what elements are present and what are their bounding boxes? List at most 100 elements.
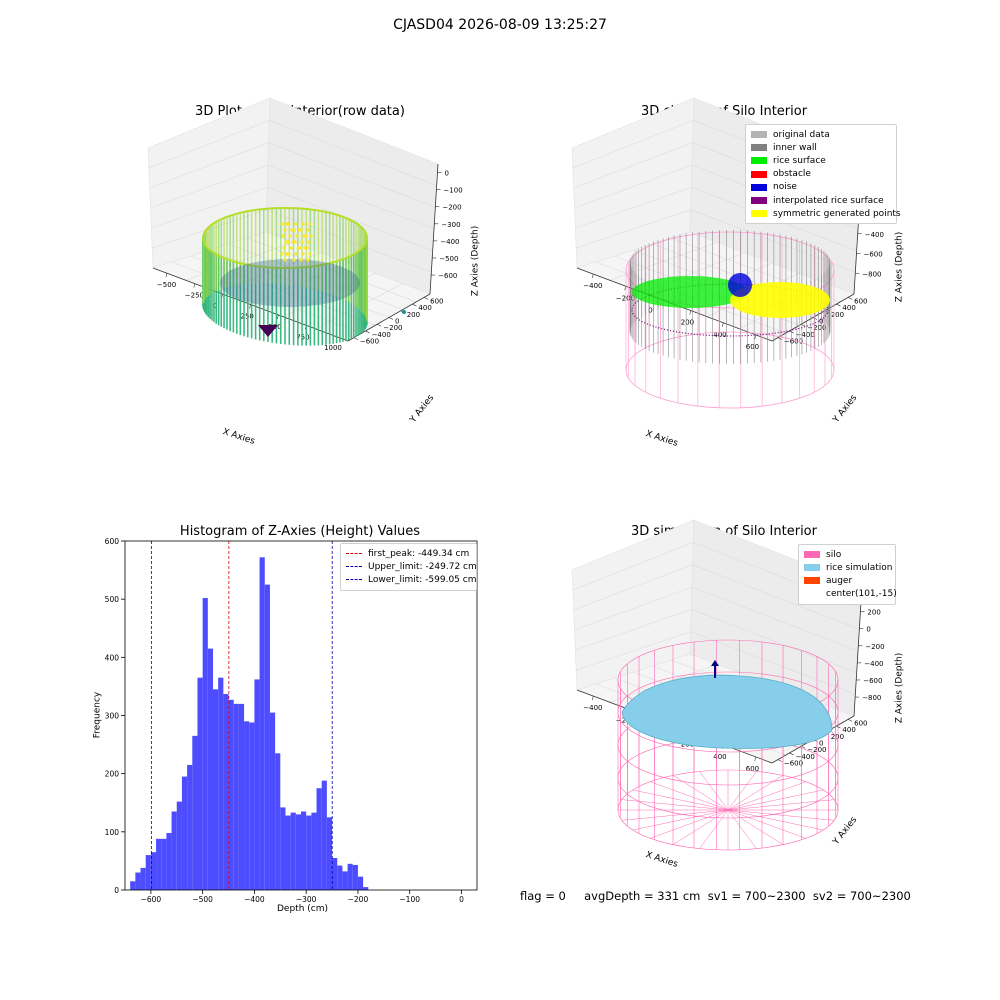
plot1-ztick-label: −200 — [442, 204, 461, 212]
plot4-floor-spoke — [672, 809, 729, 845]
plot4-grid — [690, 631, 856, 695]
hist-legend-item: first_peak: -449.34 cm — [346, 547, 471, 560]
plot4-ytick-label: 400 — [842, 726, 855, 734]
plot1-cone — [258, 325, 278, 337]
plot2-silo-top — [625, 231, 835, 309]
hist-bar — [207, 648, 213, 890]
plot4-floor-spoke — [727, 809, 784, 845]
plot2-grid — [572, 120, 694, 169]
plot2-symmetric-points — [730, 282, 830, 318]
plot4-floor-spoke — [621, 799, 729, 811]
plot2-legend-swatch — [751, 131, 767, 139]
plot2-ytick — [848, 297, 853, 300]
plot1-zaxis — [429, 163, 439, 295]
plot1-ytick — [424, 297, 429, 300]
plot4-floor-spoke — [699, 771, 729, 811]
hist-bar — [357, 876, 364, 890]
plot2-xtick-label: −200 — [616, 294, 635, 302]
plot4-grid — [691, 586, 859, 652]
plot4-grid — [692, 564, 860, 630]
plot4-ytick-label: −600 — [784, 760, 803, 768]
plot2-legend-label: inner wall — [773, 142, 817, 153]
hist-bar — [135, 872, 141, 890]
plot4-ytick — [777, 759, 782, 762]
plot1-yellow-point — [299, 258, 303, 262]
hist-bar — [156, 838, 162, 890]
plot1-xtick — [249, 304, 251, 309]
plot4-grid — [572, 542, 694, 591]
plot2-grid — [575, 187, 692, 229]
plot2-legend: original data inner wall rice surface obsta… — [745, 124, 901, 225]
plot4-xtick-label: −400 — [583, 704, 602, 712]
plot4-xtick-label: 400 — [713, 753, 726, 761]
plot1-yellow-point — [283, 228, 287, 232]
plot1-yellow-point — [302, 234, 306, 238]
plot2-xtick-label: −400 — [583, 282, 602, 290]
plot4-grid — [575, 609, 692, 651]
plot2-legend-swatch — [751, 210, 767, 218]
plot4-legend-label: center(101,-15) — [826, 589, 897, 600]
hist-legend-label: Lower_limit: -599.05 cm — [368, 574, 477, 585]
plot2-ytick-label: −600 — [784, 338, 803, 346]
subplot3-title: Histogram of Z-Axies (Height) Values — [179, 524, 421, 539]
plot4-xtick — [591, 696, 594, 701]
hist-bar — [269, 712, 276, 890]
plot1-ytick-label: −400 — [372, 331, 391, 339]
plot1-yellow-point — [280, 252, 284, 256]
plot4-floor-spoke — [727, 799, 835, 811]
plot2-xtick — [754, 334, 757, 339]
plot1-yellow-point — [303, 246, 307, 250]
plot1-ytick-label: −600 — [360, 338, 379, 346]
plot1-ztick-label: −300 — [441, 221, 460, 229]
plot1-yellow-point — [288, 234, 292, 238]
plot2-ytick-label: 400 — [842, 304, 855, 312]
plot1-ytick — [377, 323, 382, 327]
hist-xtick-label: −100 — [399, 895, 420, 904]
plot2-legend-label: obstacle — [773, 169, 811, 180]
hist-bar — [311, 812, 317, 890]
hist-xtick-label: −600 — [141, 895, 162, 904]
hist-bar — [275, 753, 281, 890]
plot2-zlabel: Z Axies (Depth) — [894, 231, 905, 303]
plot4-grid — [574, 586, 693, 631]
plot1-3d: −500−25002505007501000−600−400−200020040… — [147, 97, 463, 352]
plot4-legend-item: center(101,-15) — [804, 588, 897, 601]
plot2-xtick — [689, 310, 692, 315]
plot4-floor-spoke — [727, 781, 806, 811]
hist-bar — [285, 815, 291, 890]
status-footer: flag = 0 avgDepth = 331 cm sv1 = 700~230… — [520, 889, 911, 903]
plot1-ytick-label: 0 — [395, 318, 399, 326]
plot2-noise — [728, 273, 752, 297]
plot2-legend-item: symmetric generated points — [751, 207, 901, 220]
plot2-legend-item: original data — [751, 128, 891, 141]
plot4-ztick-label: −200 — [865, 643, 884, 651]
plot1-ytick-label: 200 — [407, 311, 420, 319]
plot1-ztick-label: −500 — [439, 255, 458, 263]
plot4-legend-swatch — [804, 577, 820, 585]
plot1-grid — [267, 164, 435, 230]
plot2-legend-swatch — [751, 144, 767, 152]
plot4-zaxis — [853, 585, 863, 717]
hist-bar — [249, 722, 255, 890]
plot1-grid — [150, 164, 269, 209]
hist-legend-item: Lower_limit: -599.05 cm — [346, 573, 476, 586]
hist-xtick-label: −300 — [296, 895, 317, 904]
plot2-grid — [573, 142, 693, 189]
plot1-yellow-point — [308, 252, 312, 256]
plot2-ytick-label: −200 — [807, 324, 826, 332]
plot1-xtick — [193, 283, 196, 288]
hist-bar — [192, 735, 198, 890]
plot1-yellow-point — [297, 228, 301, 232]
plot4-floor-spoke — [650, 809, 729, 839]
plot2-ytick-label: −400 — [796, 331, 815, 339]
plot4-legend-item: silo — [804, 548, 890, 561]
plot1-grid — [151, 187, 268, 229]
plot1-ztick-label: −100 — [443, 187, 462, 195]
plot4-floor-spoke — [621, 809, 729, 821]
plot4-floor-spoke — [650, 781, 729, 811]
plot4-ytick-label: −400 — [796, 753, 815, 761]
hist-bar — [161, 838, 167, 890]
plot1-yellow-point — [307, 240, 311, 244]
hist-legend-swatch — [346, 566, 362, 568]
plot2-legend-swatch — [751, 170, 767, 178]
